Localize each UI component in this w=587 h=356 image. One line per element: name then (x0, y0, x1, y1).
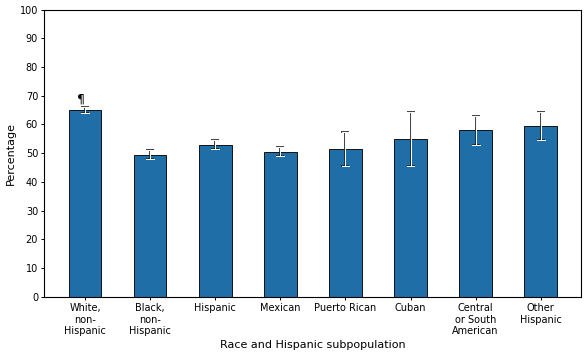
Bar (264, 152, 296, 297)
Bar (199, 145, 231, 297)
X-axis label: Race and Hispanic subpopulation: Race and Hispanic subpopulation (220, 340, 406, 350)
Bar (394, 139, 427, 297)
Y-axis label: Percentage: Percentage (5, 122, 16, 185)
Bar (524, 126, 557, 297)
Bar (69, 110, 102, 297)
Bar (329, 149, 362, 297)
Text: ¶: ¶ (77, 93, 85, 106)
Bar (460, 130, 492, 297)
Bar (134, 155, 167, 297)
